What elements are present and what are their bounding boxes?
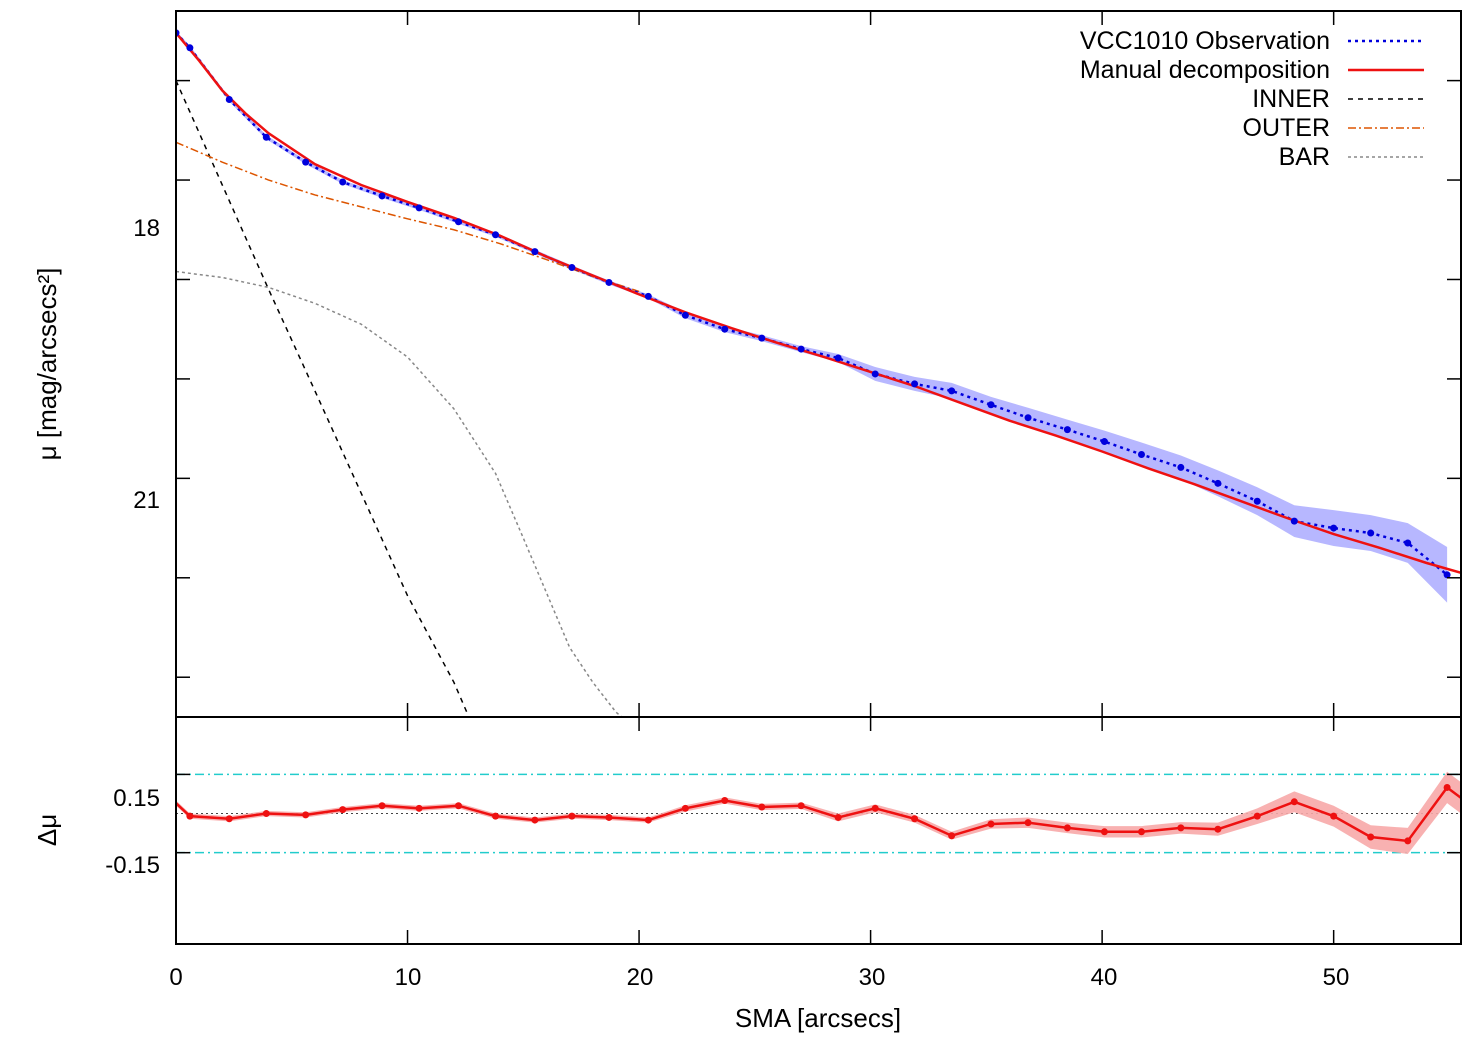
x-tick-label-0: 0 [169, 964, 182, 991]
observation-point [721, 325, 729, 333]
residual-point [1214, 825, 1222, 833]
x-tick-label-30: 30 [859, 964, 886, 991]
residual-point [721, 796, 729, 804]
observation-point [911, 380, 919, 388]
observation-point [871, 370, 879, 378]
observation-point [644, 292, 652, 300]
observation-point [1214, 479, 1222, 487]
series-line-outer [176, 141, 640, 293]
observation-point [339, 178, 347, 186]
observation-error-band [176, 30, 1448, 603]
residual-axis-title: Δμ [32, 814, 62, 846]
residual-point [1137, 828, 1145, 836]
observation-point [1443, 571, 1451, 579]
observation-point [1367, 529, 1375, 537]
observation-point [378, 192, 386, 200]
observation-point [1063, 426, 1071, 434]
observation-point [834, 354, 842, 362]
residual-point [1063, 824, 1071, 832]
residual-point [531, 816, 539, 824]
observation-point [454, 218, 462, 226]
residual-plot-area [176, 771, 1461, 854]
series-line-inner [176, 80, 470, 717]
y-tick-label-18: 18 [133, 215, 160, 242]
residual-point [186, 812, 194, 820]
legend-label-inner: INNER [1252, 85, 1330, 113]
y-tick-label-21: 21 [133, 487, 160, 514]
observation-point [948, 387, 956, 395]
residual-point [1100, 828, 1108, 836]
y-axis-title: μ [mag/arcsecs²] [32, 268, 62, 461]
residual-tick-label-pos: 0.15 [113, 785, 160, 812]
legend-label-manual: Manual decomposition [1080, 56, 1330, 84]
observation-point [186, 44, 194, 52]
residual-point [644, 816, 652, 824]
series-line-manual-decomposition [176, 32, 1461, 575]
observation-point [568, 264, 576, 272]
series-line-bar [176, 270, 623, 717]
observation-point [681, 311, 689, 319]
x-tick-label-40: 40 [1091, 964, 1118, 991]
residual-plot-frame [175, 716, 1462, 945]
observation-point [797, 345, 805, 353]
x-tick-label-20: 20 [627, 964, 654, 991]
residual-point [1443, 783, 1451, 791]
residual-point [302, 811, 310, 819]
observation-point [1024, 414, 1032, 422]
residual-point [1177, 824, 1185, 832]
residual-point [1290, 798, 1298, 806]
legend-label-observation: VCC1010 Observation [1080, 27, 1330, 55]
residual-point [339, 806, 347, 814]
observation-point [1100, 438, 1108, 446]
residual-point [871, 804, 879, 812]
x-axis-title: SMA [arcsecs] [735, 1003, 901, 1033]
residual-point [911, 815, 919, 823]
x-tick-label-50: 50 [1323, 964, 1350, 991]
residual-line [176, 785, 1461, 843]
observation-point [1177, 463, 1185, 471]
residual-point [1367, 833, 1375, 841]
observation-point [1404, 539, 1412, 547]
residual-point [1253, 812, 1261, 820]
observation-point [225, 95, 233, 103]
observation-point [1253, 497, 1261, 505]
observation-point [1290, 517, 1298, 525]
observation-point [531, 248, 539, 256]
observation-point [302, 158, 310, 166]
residual-point [454, 802, 462, 810]
residual-point [948, 832, 956, 840]
residual-point [605, 813, 613, 821]
residual-point [1024, 819, 1032, 827]
axis-ticks [175, 11, 1461, 944]
observation-point [605, 278, 613, 286]
residual-point [492, 812, 500, 820]
residual-point [797, 802, 805, 810]
residual-tick-label-neg: -0.15 [105, 852, 160, 879]
residual-point [681, 804, 689, 812]
observation-point [415, 204, 423, 212]
observation-point [262, 133, 270, 141]
residual-point [1330, 812, 1338, 820]
legend-label-outer: OUTER [1243, 114, 1331, 142]
legend-label-bar: BAR [1279, 143, 1330, 171]
residual-point [262, 810, 270, 818]
observation-point [1330, 524, 1338, 532]
legend: VCC1010 Observation Manual decomposition… [1080, 27, 1424, 171]
residual-point [987, 820, 995, 828]
observation-point [492, 231, 500, 239]
residual-point [834, 813, 842, 821]
residual-point [758, 803, 766, 811]
residual-point [568, 812, 576, 820]
residual-point [378, 802, 386, 810]
residual-point [415, 804, 423, 812]
observation-point [987, 401, 995, 409]
residual-point [1404, 837, 1412, 845]
observation-point [1137, 450, 1145, 458]
x-tick-label-10: 10 [395, 964, 422, 991]
observation-point [758, 334, 766, 342]
profile-plot-area [176, 29, 1461, 717]
residual-point [225, 815, 233, 823]
